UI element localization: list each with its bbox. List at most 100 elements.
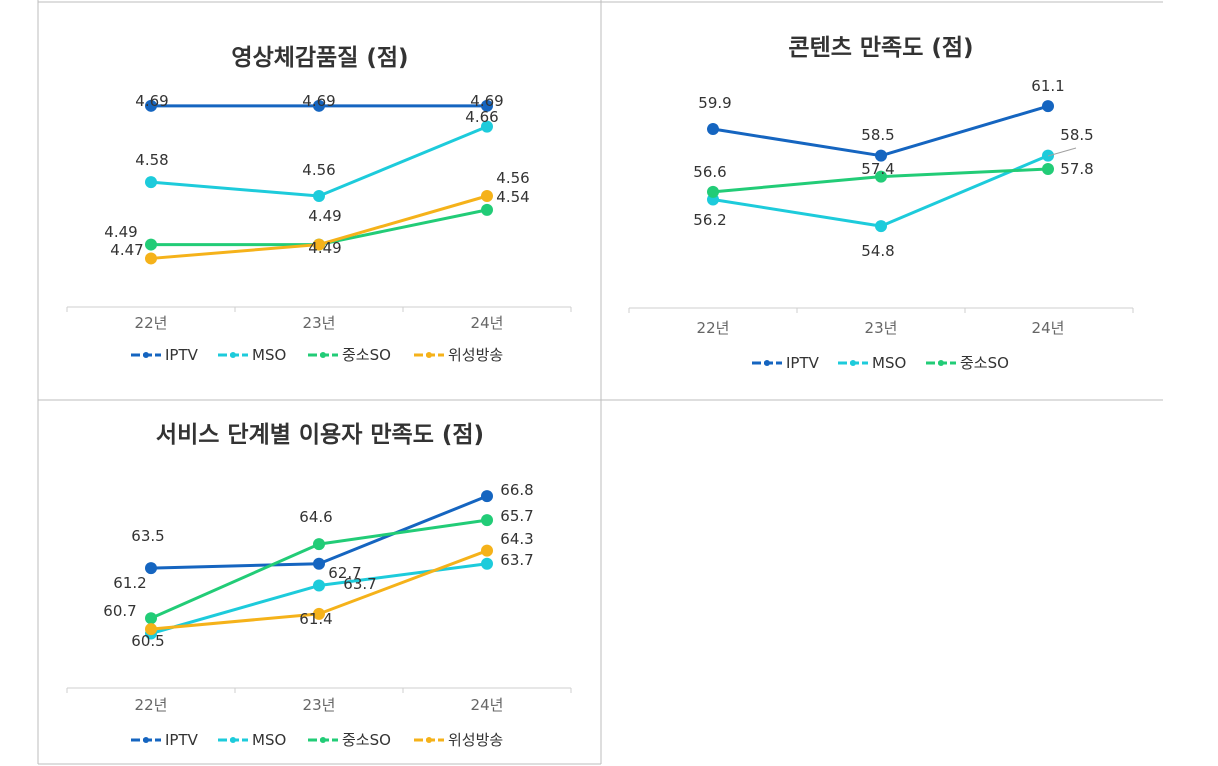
data-label: 63.7 (343, 575, 376, 593)
data-label: 64.6 (299, 508, 332, 526)
legend-swatch-marker (230, 737, 236, 743)
chart-title: 영상체감품질 (점) (231, 45, 408, 71)
data-label: 58.5 (1060, 126, 1093, 144)
x-tick-label: 24년 (471, 314, 504, 332)
legend-label: MSO (872, 354, 906, 372)
legend-swatch-marker (320, 737, 326, 743)
data-label: 4.47 (110, 241, 143, 259)
data-label: 4.49 (308, 207, 341, 225)
data-label: 4.54 (496, 188, 529, 206)
data-point (875, 170, 887, 183)
series-IPTV (145, 490, 493, 575)
series-IPTV (707, 100, 1054, 162)
data-point (145, 623, 157, 636)
x-tick-label: 22년 (135, 314, 168, 332)
legend-item: 중소SO (308, 731, 391, 749)
data-label: 4.56 (496, 169, 529, 187)
legend-label: MSO (252, 346, 286, 364)
x-tick-label: 23년 (865, 319, 898, 337)
data-label: 61.2 (113, 574, 146, 592)
data-label: 54.8 (861, 242, 894, 260)
legend-swatch-marker (938, 360, 944, 366)
data-label: 4.69 (135, 92, 168, 110)
series-중소SO (707, 163, 1054, 198)
legend-label: 위성방송 (448, 346, 503, 364)
legend-label: IPTV (786, 354, 820, 372)
data-point (145, 562, 157, 575)
label-leader-line (1047, 147, 1077, 157)
legend: IPTV MSO 중소SO (752, 354, 1009, 372)
data-label: 57.4 (861, 160, 894, 178)
data-point (707, 185, 719, 198)
data-point (313, 238, 325, 251)
x-tick-label: 22년 (135, 696, 168, 714)
series-line (149, 494, 489, 570)
legend-item: IPTV (131, 731, 199, 749)
legend-swatch-marker (426, 737, 432, 743)
x-tick-label: 23년 (303, 314, 336, 332)
data-label: 60.7 (103, 602, 136, 620)
data-point (481, 99, 493, 112)
data-label: 58.5 (861, 126, 894, 144)
data-label: 60.5 (131, 632, 164, 650)
legend-item: 중소SO (926, 354, 1009, 372)
legend-swatch-marker (230, 352, 236, 358)
data-point (1042, 163, 1054, 176)
legend-swatch-marker (143, 352, 149, 358)
chart-service-stage-satisfaction: 서비스 단계별 이용자 만족도 (점) 22년 23년 24년 63.5 63.7 66.8… (66, 422, 572, 749)
x-tick-label: 22년 (697, 319, 730, 337)
series-중소SO (145, 514, 493, 625)
legend-item: 위성방송 (414, 346, 503, 364)
data-point (481, 190, 493, 202)
legend-swatch-marker (143, 737, 149, 743)
data-label: 4.56 (302, 161, 335, 179)
legend-swatch-marker (764, 360, 770, 366)
legend-swatch-marker (850, 360, 856, 366)
data-point (481, 514, 493, 527)
data-label: 4.66 (465, 108, 498, 126)
chart-title: 콘텐츠 만족도 (점) (788, 35, 973, 61)
data-point (145, 252, 157, 265)
legend-label: IPTV (165, 346, 199, 364)
data-point (1042, 100, 1054, 113)
data-point (145, 176, 157, 189)
data-label: 4.69 (302, 92, 335, 110)
data-label: 64.3 (500, 530, 533, 548)
data-point (313, 607, 325, 620)
legend-label: 중소SO (342, 346, 391, 364)
x-tick-label: 24년 (471, 696, 504, 714)
legend: IPTV MSO 중소SO 위성방송 (131, 346, 503, 364)
legend-label: 중소SO (960, 354, 1009, 372)
series-위성방송 (145, 544, 493, 636)
data-label: 4.58 (135, 151, 168, 169)
legend: IPTV MSO 중소SO 위성방송 (131, 731, 503, 749)
data-label: 4.49 (104, 223, 137, 241)
data-point (707, 123, 719, 136)
x-tick-label: 24년 (1032, 319, 1065, 337)
data-label: 57.8 (1060, 160, 1093, 178)
data-point (145, 238, 157, 251)
legend-label: IPTV (165, 731, 199, 749)
legend-item: MSO (218, 346, 286, 364)
data-point (875, 149, 887, 162)
chart-content-satisfaction: 콘텐츠 만족도 (점) 22년 23년 24년 59.9 58.5 61.1 56.2 54.8… (628, 35, 1134, 372)
legend-item: MSO (218, 731, 286, 749)
legend-item: 중소SO (308, 346, 391, 364)
data-point (481, 544, 493, 557)
legend-item: MSO (838, 354, 906, 372)
data-label: 65.7 (500, 507, 533, 525)
legend-label: MSO (252, 731, 286, 749)
data-point (481, 203, 493, 216)
data-point (313, 99, 325, 112)
series-위성방송 (145, 190, 493, 265)
data-label: 63.5 (131, 527, 164, 545)
data-point (145, 99, 157, 112)
data-point (481, 557, 493, 570)
data-point (313, 557, 325, 570)
data-label: 56.2 (693, 211, 726, 229)
data-point (145, 612, 157, 625)
panel-borders (37, 0, 1163, 765)
data-label: 61.4 (299, 610, 332, 628)
